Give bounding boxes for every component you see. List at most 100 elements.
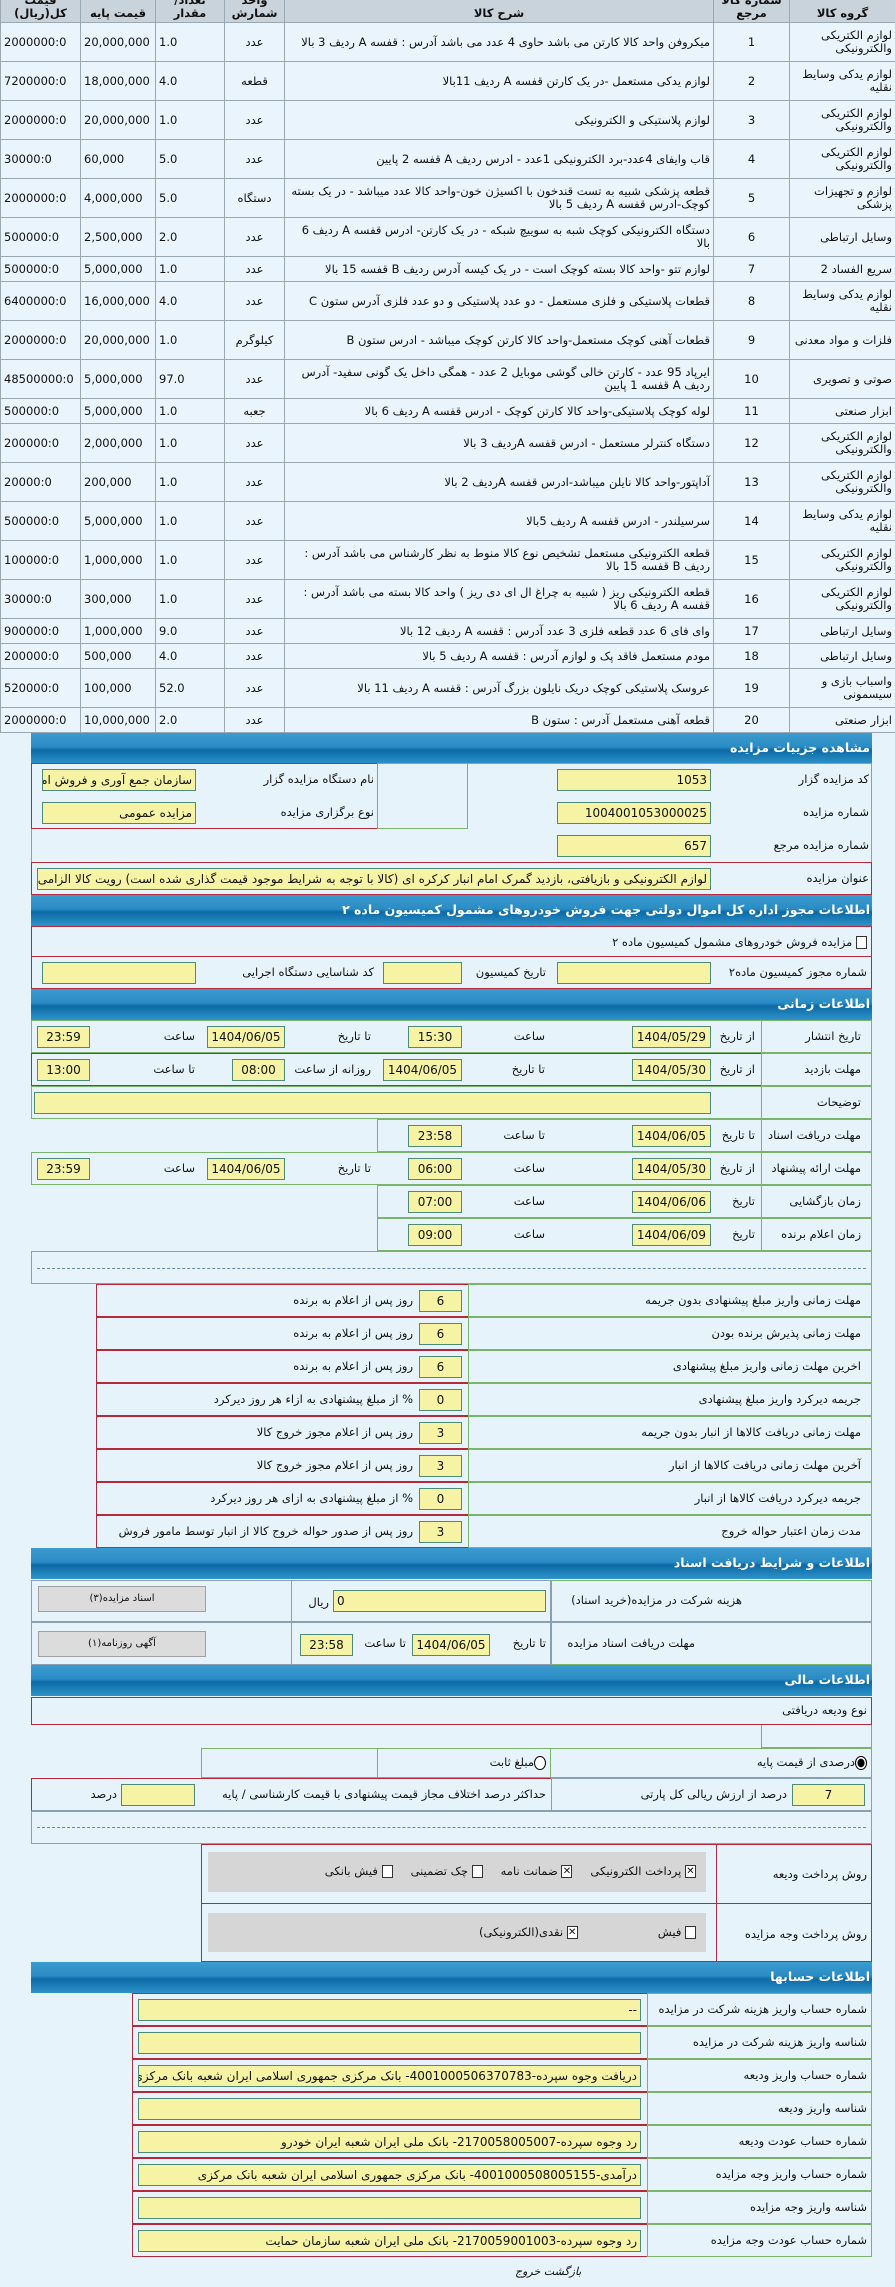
item-group: لوازم الکتریکی والکترونیکی	[789, 100, 895, 140]
method-option[interactable]: ✕ نقدی(الکترونیکی)	[479, 1925, 578, 1939]
item-base-price: 20,000,000	[80, 100, 156, 140]
item-base-price: 500,000	[80, 643, 156, 669]
table-row: لوازم الکتریکی والکترونیکی 13 آداپتور-واحد…	[0, 462, 895, 502]
item-unit: عدد	[224, 100, 285, 140]
term-value-field[interactable]: 6	[419, 1290, 462, 1312]
publish-publish-to-field[interactable]: 1404/06/05	[207, 1026, 285, 1048]
method-option[interactable]: ✕ پرداخت الکترونیکی	[590, 1864, 696, 1878]
offer-offer-to-time-field[interactable]: 23:59	[37, 1158, 90, 1180]
checkbox-icon[interactable]	[685, 1926, 696, 1939]
checked-checkbox-icon[interactable]: ✕	[566, 1926, 578, 1939]
item-total-price: 7200000:0	[0, 61, 81, 101]
visit-visit-hour-from-field[interactable]: 08:00	[232, 1059, 285, 1081]
method-option[interactable]: فیش	[658, 1925, 696, 1939]
item-quantity: 1.0	[155, 22, 225, 62]
commission-checkbox[interactable]	[856, 936, 867, 949]
term-label: مهلت زمانی پذیرش برنده بودن	[711, 1326, 861, 1340]
account-value-field[interactable]	[138, 2098, 641, 2120]
checkbox-icon[interactable]	[471, 1865, 483, 1878]
docs-docs-to-time-field[interactable]: 23:58	[408, 1125, 462, 1147]
account-value-field[interactable]: رد وجوه سپرده-2170058005007- بانک ملی ای…	[138, 2131, 641, 2153]
max-diff-field[interactable]	[121, 1784, 195, 1806]
winner-winner-time-field[interactable]: 09:00	[408, 1224, 462, 1246]
commission-checkbox-row[interactable]: مزایده فروش خودروهای مشمول کمیسیون ماده …	[612, 935, 867, 949]
open-open-time-field[interactable]: 07:00	[408, 1191, 462, 1213]
publish-publish-to-time-field[interactable]: 23:59	[37, 1026, 90, 1048]
offer-offer-from-field[interactable]: 1404/05/30	[632, 1158, 711, 1180]
payment-methods-box	[208, 1913, 706, 1952]
permit-field[interactable]	[557, 962, 711, 984]
payment-method-label: روش پرداخت وجه مزایده	[744, 1927, 867, 1941]
item-unit: عدد	[224, 359, 285, 399]
term-value-field[interactable]: 3	[419, 1521, 462, 1543]
visit-visit-to-field[interactable]: 1404/06/05	[383, 1059, 462, 1081]
item-quantity: 4.0	[155, 643, 225, 669]
item-ref: 17	[713, 618, 790, 644]
commission-date-field[interactable]	[383, 962, 462, 984]
exec-code-field[interactable]	[42, 962, 196, 984]
auction-type-field[interactable]: مزایده عمومی	[42, 802, 196, 824]
commission-checkbox-label: مزایده فروش خودروهای مشمول کمیسیون ماده …	[612, 935, 853, 949]
exit-link[interactable]: خروج	[515, 2265, 541, 2278]
newspaper-ad-button[interactable]: آگهی روزنامه(۱)	[38, 1631, 206, 1657]
account-value-field[interactable]: دریافت وجوه سپرده-4001000506370783- بانک…	[138, 2065, 641, 2087]
docs-deadline-date[interactable]: 1404/06/05	[412, 1634, 490, 1656]
fee-field[interactable]: 0	[333, 1590, 546, 1612]
divider	[37, 1268, 866, 1269]
item-ref: 15	[713, 540, 790, 580]
account-value-field[interactable]: --	[138, 1999, 641, 2021]
open-open-date-field[interactable]: 1404/06/06	[632, 1191, 711, 1213]
method-option[interactable]: ✕ ضمانت نامه	[501, 1864, 573, 1878]
account-value-field[interactable]	[138, 2032, 641, 2054]
item-total-price: 6400000:0	[0, 281, 81, 321]
checked-checkbox-icon[interactable]: ✕	[685, 1865, 696, 1878]
visit-visit-from-field[interactable]: 1404/05/30	[632, 1059, 711, 1081]
term-value-field[interactable]: 6	[419, 1323, 462, 1345]
account-value-field[interactable]: رد وجوه سپرده-2170059001003- بانک ملی ای…	[138, 2230, 641, 2252]
offer-offer-to-field[interactable]: 1404/06/05	[207, 1158, 285, 1180]
method-label: فیش بانکی	[324, 1864, 378, 1878]
publish-time-label: ساعت	[163, 1029, 195, 1043]
subject-field[interactable]: لوازم الکترونیکی و بازیافتی، بازدید گمرک…	[37, 868, 711, 890]
term-label: جریمه دیرکرد واریز مبلغ پیشنهادی	[698, 1392, 861, 1406]
account-value-field[interactable]	[138, 2197, 641, 2219]
auction-number-field[interactable]: 1004001053000025	[557, 802, 711, 824]
term-label-cell	[468, 1515, 872, 1548]
radio-fixed-option[interactable]: مبلغ ثابت	[490, 1755, 546, 1770]
radio-percent-option[interactable]: درصدی از قیمت پایه	[757, 1755, 867, 1770]
item-unit: عدد	[224, 256, 285, 282]
method-option[interactable]: چک تضمینی	[411, 1864, 483, 1878]
checkbox-icon[interactable]	[381, 1865, 393, 1878]
publish-publish-from-time-field[interactable]: 15:30	[408, 1026, 462, 1048]
docs-deadline-time[interactable]: 23:58	[300, 1634, 353, 1656]
offer-offer-from-time-field[interactable]: 06:00	[408, 1158, 462, 1180]
back-link[interactable]: بازگشت	[543, 2265, 582, 2278]
org-name-field[interactable]: سازمان جمع آوری و فروش امو	[42, 769, 196, 791]
visit-visit-hour-to-field[interactable]: 13:00	[37, 1059, 90, 1081]
publish-publish-from-field[interactable]: 1404/05/29	[632, 1026, 711, 1048]
radio-fixed[interactable]	[534, 1755, 546, 1770]
term-value-field[interactable]: 0	[419, 1488, 462, 1510]
radio-percent[interactable]	[855, 1755, 867, 1770]
notes-notes-field[interactable]	[34, 1092, 711, 1114]
term-value-field[interactable]: 6	[419, 1356, 462, 1378]
method-option[interactable]: فیش بانکی	[325, 1864, 393, 1878]
column-header: گروه کالا	[789, 0, 895, 23]
percent-field[interactable]: 7	[792, 1784, 865, 1806]
auction-documents-button[interactable]: اسناد مزایده(۳)	[38, 1586, 206, 1612]
docs-docs-to-field[interactable]: 1404/06/05	[632, 1125, 711, 1147]
account-value-field[interactable]: درآمدی-4001000508005155- بانک مرکزی جمهو…	[138, 2164, 641, 2186]
visit-to-date-label: تا تاریخ	[511, 1062, 545, 1076]
item-group: لوازم الکتریکی والکترونیکی	[789, 139, 895, 179]
account-label: شماره حساب واریز ودیعه	[743, 2068, 867, 2082]
checked-checkbox-icon[interactable]: ✕	[561, 1865, 573, 1878]
commission-date-label: تاریخ کمیسیون	[475, 965, 546, 979]
ref-number-field[interactable]: 657	[557, 835, 711, 857]
term-value-field[interactable]: 0	[419, 1389, 462, 1411]
item-ref: 4	[713, 139, 790, 179]
winner-winner-date-field[interactable]: 1404/06/09	[632, 1224, 711, 1246]
term-value-field[interactable]: 3	[419, 1422, 462, 1444]
documents-value-col	[291, 1580, 551, 1665]
auctioneer-code-field[interactable]: 1053	[557, 769, 711, 791]
term-value-field[interactable]: 3	[419, 1455, 462, 1477]
